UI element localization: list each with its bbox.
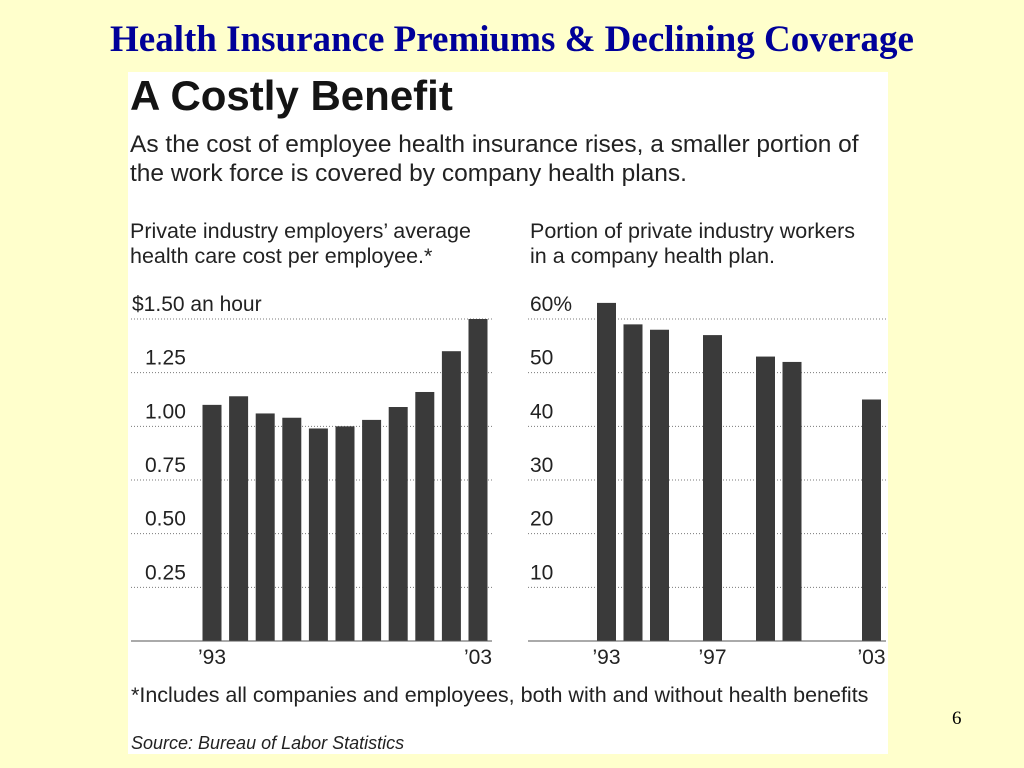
cost-bar (388, 407, 408, 641)
coverage-bar (597, 302, 616, 641)
coverage-bar (862, 399, 881, 641)
chart-graphic-panel: A Costly Benefit As the cost of employee… (128, 72, 888, 754)
footnote: *Includes all companies and employees, b… (131, 683, 869, 707)
y-tick-label: 0.25 (145, 561, 186, 584)
cost-bar (362, 419, 382, 641)
cost-chart-title-line: health care cost per employee.* (130, 244, 433, 268)
x-tick-label: ’93 (198, 646, 226, 669)
x-tick-label: ’93 (592, 646, 620, 669)
cost-bar (229, 396, 249, 641)
coverage-bar-chart: 10 20 30 40 50 60% ’93 ’97 ’03 (528, 293, 886, 669)
graphic-intro: As the cost of employee health insurance… (130, 130, 859, 188)
y-tick-label: 30 (530, 454, 553, 477)
coverage-bar (650, 329, 669, 641)
x-tick-label: ’97 (698, 646, 726, 669)
y-tick-label: 50 (530, 347, 553, 370)
cost-bar (255, 413, 275, 641)
cost-bar (415, 391, 435, 641)
y-tick-label: $1.50 an hour (132, 293, 262, 316)
y-tick-label: 10 (530, 561, 553, 584)
cost-bar (308, 428, 328, 641)
coverage-bar (782, 361, 802, 641)
page-number: 6 (952, 708, 962, 729)
y-tick-label: 0.75 (145, 454, 186, 477)
y-tick-label: 60% (530, 293, 572, 316)
cost-bar (335, 426, 355, 641)
y-tick-label: 20 (530, 508, 553, 531)
coverage-chart-title-line: in a company health plan. (530, 244, 776, 268)
coverage-bar (703, 335, 722, 641)
coverage-chart-title-line: Portion of private industry workers (530, 219, 856, 243)
source-credit: Source: Bureau of Labor Statistics (131, 733, 405, 753)
coverage-bar (756, 356, 775, 641)
cost-bar-chart: 0.25 0.50 0.75 1.00 1.25 $1.50 an hour ’93 ’03 (131, 293, 492, 669)
y-tick-label: 0.50 (145, 508, 186, 531)
intro-line: As the cost of employee health insurance… (130, 131, 859, 158)
coverage-bar (623, 324, 643, 641)
x-tick-label: ’03 (857, 646, 885, 669)
cost-bar (282, 417, 302, 641)
coverage-chart-title: Portion of private industry workers in a… (530, 219, 855, 269)
y-tick-label: 1.25 (145, 347, 186, 370)
slide-title: Health Insurance Premiums & Declining Co… (110, 19, 914, 60)
y-tick-label: 1.00 (145, 400, 186, 423)
y-tick-label: 40 (530, 400, 553, 423)
cost-bar (441, 351, 461, 641)
cost-bar (202, 404, 222, 641)
graphic-headline: A Costly Benefit (130, 72, 453, 119)
intro-line: the work force is covered by company hea… (130, 160, 687, 187)
cost-chart-title-line: Private industry employers’ average (130, 219, 471, 243)
cost-chart-title: Private industry employers’ average heal… (130, 219, 471, 269)
x-tick-label: ’03 (464, 646, 492, 669)
cost-bar (468, 319, 488, 641)
